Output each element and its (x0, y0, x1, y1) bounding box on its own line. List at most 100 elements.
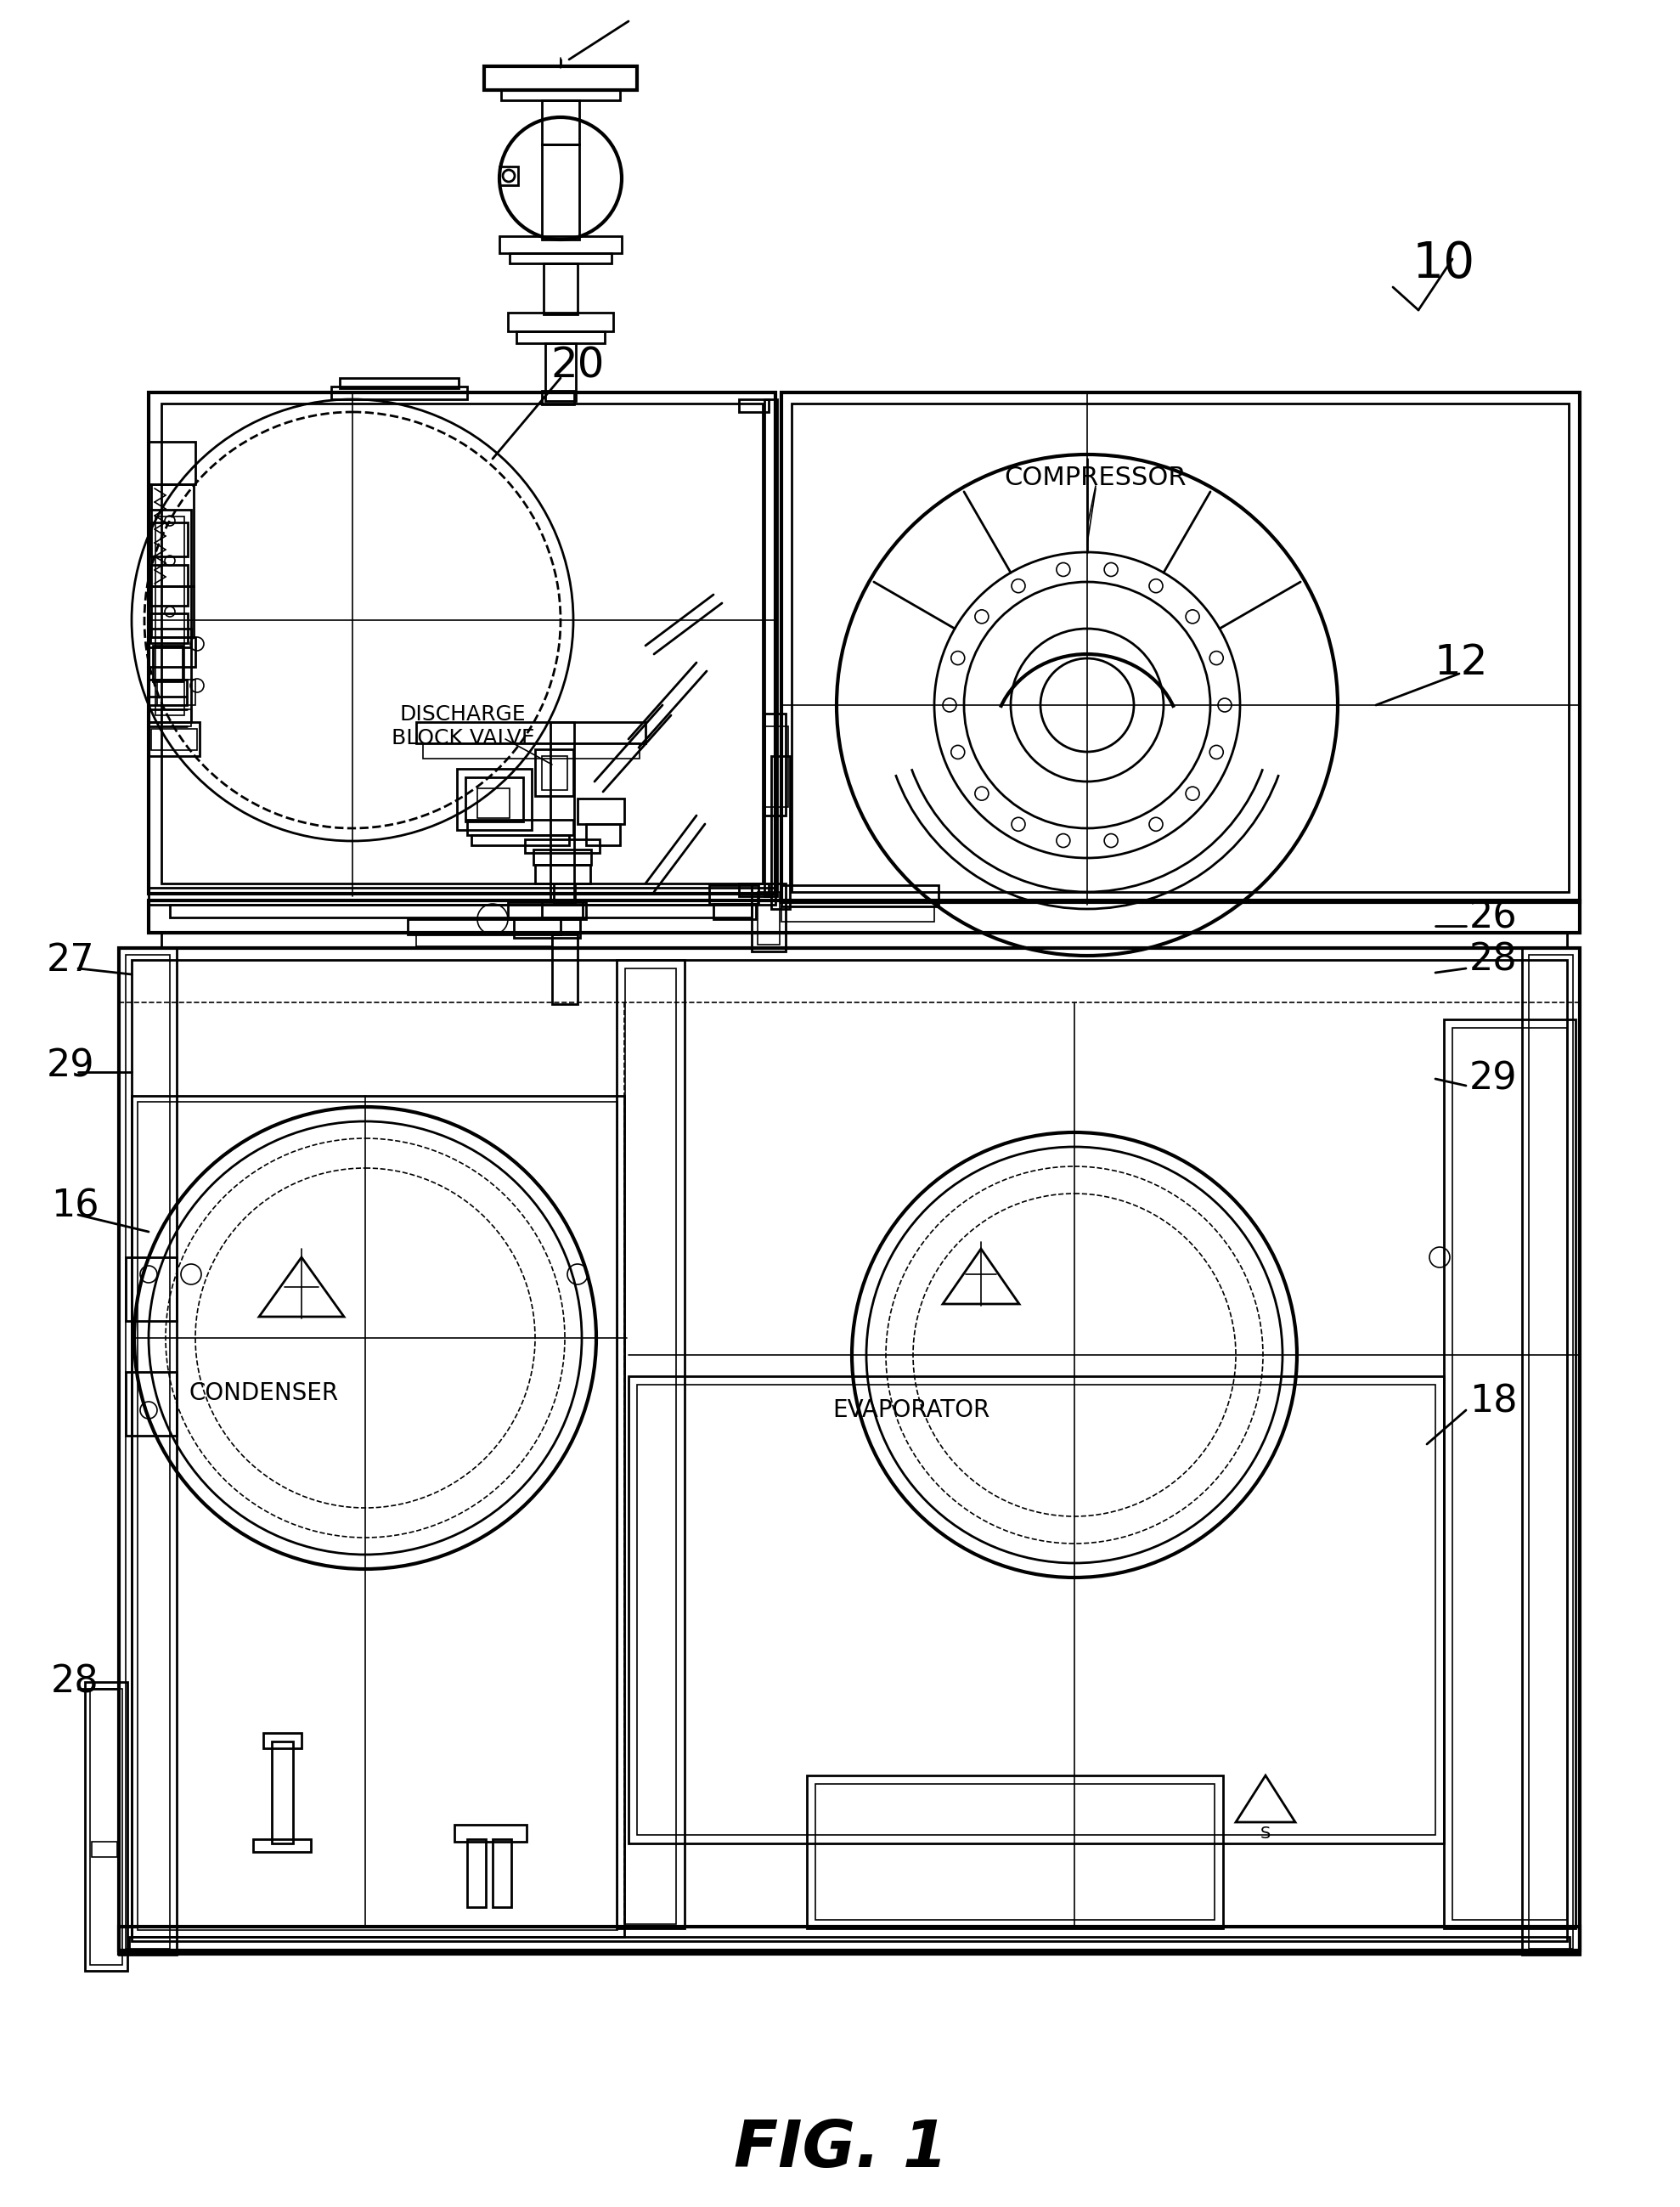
Bar (150, 523, 188, 556)
Text: 18: 18 (1470, 1384, 1517, 1419)
Bar (151, 483, 193, 587)
Bar (543, 900, 583, 918)
Bar (781, 393, 1579, 903)
Text: 29: 29 (47, 1048, 94, 1084)
Text: 28: 28 (1470, 942, 1517, 978)
Bar (272, 1741, 292, 1843)
Text: 12: 12 (1435, 642, 1488, 682)
Bar (148, 441, 195, 483)
Bar (516, 331, 605, 344)
Bar (119, 949, 176, 1955)
Bar (339, 377, 459, 388)
Bar (578, 799, 625, 823)
Text: DISCHARGE
BLOCK VALVE: DISCHARGE BLOCK VALVE (391, 704, 534, 748)
Bar (1453, 1028, 1567, 1920)
Bar (625, 969, 675, 1925)
Bar (91, 1688, 123, 1964)
Bar (472, 834, 570, 845)
Bar (467, 819, 573, 834)
Bar (758, 892, 780, 945)
Bar (806, 1774, 1223, 1929)
Bar (126, 1258, 176, 1322)
Text: EVAPORATOR: EVAPORATOR (832, 1399, 990, 1421)
Bar (408, 918, 561, 934)
Bar (86, 1682, 128, 1971)
Bar (1529, 956, 1572, 1949)
Bar (126, 956, 170, 1949)
Bar (617, 960, 684, 1929)
Text: S: S (1260, 1825, 1270, 1841)
Bar (161, 404, 763, 883)
Bar (170, 905, 751, 918)
Bar (131, 1097, 625, 1938)
Bar (151, 728, 197, 750)
Bar (465, 777, 522, 821)
Bar (554, 883, 575, 903)
Bar (771, 757, 790, 909)
Bar (628, 1377, 1443, 1843)
Bar (764, 713, 786, 817)
Bar (492, 1838, 511, 1907)
Bar (254, 1838, 311, 1852)
Bar (507, 903, 586, 918)
Bar (714, 905, 756, 918)
Text: COMPRESSOR: COMPRESSOR (1005, 466, 1186, 490)
Bar (477, 788, 509, 819)
Bar (148, 680, 186, 704)
Bar (156, 516, 185, 715)
Bar (454, 1825, 526, 1841)
Bar (507, 313, 613, 331)
Bar (423, 744, 640, 759)
Text: 20: 20 (551, 344, 605, 386)
Text: 29: 29 (1470, 1062, 1517, 1097)
Bar (533, 850, 591, 865)
Text: 28: 28 (50, 1664, 99, 1699)
Text: 16: 16 (50, 1187, 99, 1225)
Bar (791, 404, 1569, 892)
Bar (484, 66, 637, 90)
Bar (331, 386, 467, 399)
Bar (119, 949, 1579, 1951)
Bar (264, 1732, 301, 1748)
Bar (417, 934, 553, 947)
Bar (138, 1101, 618, 1931)
Bar (781, 907, 934, 923)
Bar (148, 393, 776, 894)
Bar (499, 166, 517, 185)
Bar (131, 960, 1567, 1942)
Bar (148, 638, 195, 667)
Bar (764, 726, 788, 808)
Bar (148, 887, 776, 905)
Bar (543, 143, 580, 241)
Bar (161, 708, 192, 726)
Bar (148, 510, 192, 722)
Text: 27: 27 (47, 942, 94, 978)
Bar (551, 722, 575, 900)
Text: 26: 26 (1470, 898, 1517, 936)
Bar (151, 587, 193, 638)
Bar (119, 1927, 1579, 1953)
Bar (92, 1841, 118, 1856)
Bar (150, 565, 188, 605)
Bar (158, 680, 195, 704)
Bar (543, 757, 568, 790)
Bar (148, 629, 192, 647)
Bar (586, 823, 620, 845)
Bar (764, 399, 778, 896)
Text: 10: 10 (1413, 238, 1475, 287)
Bar (153, 647, 183, 682)
Bar (129, 1938, 1569, 1953)
Bar (524, 839, 600, 852)
Bar (501, 90, 620, 99)
Bar (739, 399, 769, 413)
Bar (781, 885, 939, 907)
Text: CONDENSER: CONDENSER (188, 1382, 338, 1406)
Bar (544, 263, 578, 313)
Bar (457, 768, 531, 830)
Bar (546, 344, 576, 402)
Bar (148, 722, 200, 757)
Bar (148, 900, 1579, 934)
Bar (150, 614, 188, 642)
Bar (126, 1373, 176, 1437)
Text: FIG. 1: FIG. 1 (734, 2119, 948, 2181)
